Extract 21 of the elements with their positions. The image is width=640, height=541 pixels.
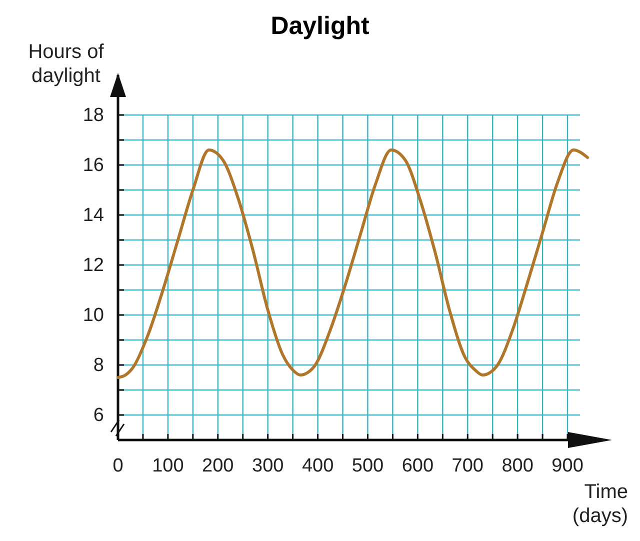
x-tick-label: 100 — [152, 455, 184, 476]
x-tick-label: 600 — [402, 455, 434, 476]
x-axis-title: Time (days) — [572, 481, 628, 527]
y-tick-label: 8 — [93, 355, 104, 376]
y-tick-label: 16 — [82, 155, 104, 176]
x-tick-label: 800 — [502, 455, 534, 476]
line-series — [116, 148, 590, 379]
x-tick-label: 300 — [252, 455, 284, 476]
y-tick-label: 12 — [82, 255, 104, 276]
y-tick-label: 6 — [93, 405, 104, 426]
x-tick-label: 400 — [302, 455, 334, 476]
x-tick-label: 900 — [552, 455, 584, 476]
x-tick-label: 0 — [112, 455, 124, 476]
chart-title: Daylight — [270, 12, 370, 40]
x-tick-label: 500 — [352, 455, 384, 476]
y-tick-label: 14 — [82, 205, 104, 226]
y-tick-label: 10 — [82, 305, 104, 326]
x-tick-label: 700 — [452, 455, 484, 476]
y-tick-label: 18 — [82, 105, 104, 126]
y-axis-title: Hours of daylight — [28, 41, 104, 87]
x-tick-label: 200 — [202, 455, 234, 476]
